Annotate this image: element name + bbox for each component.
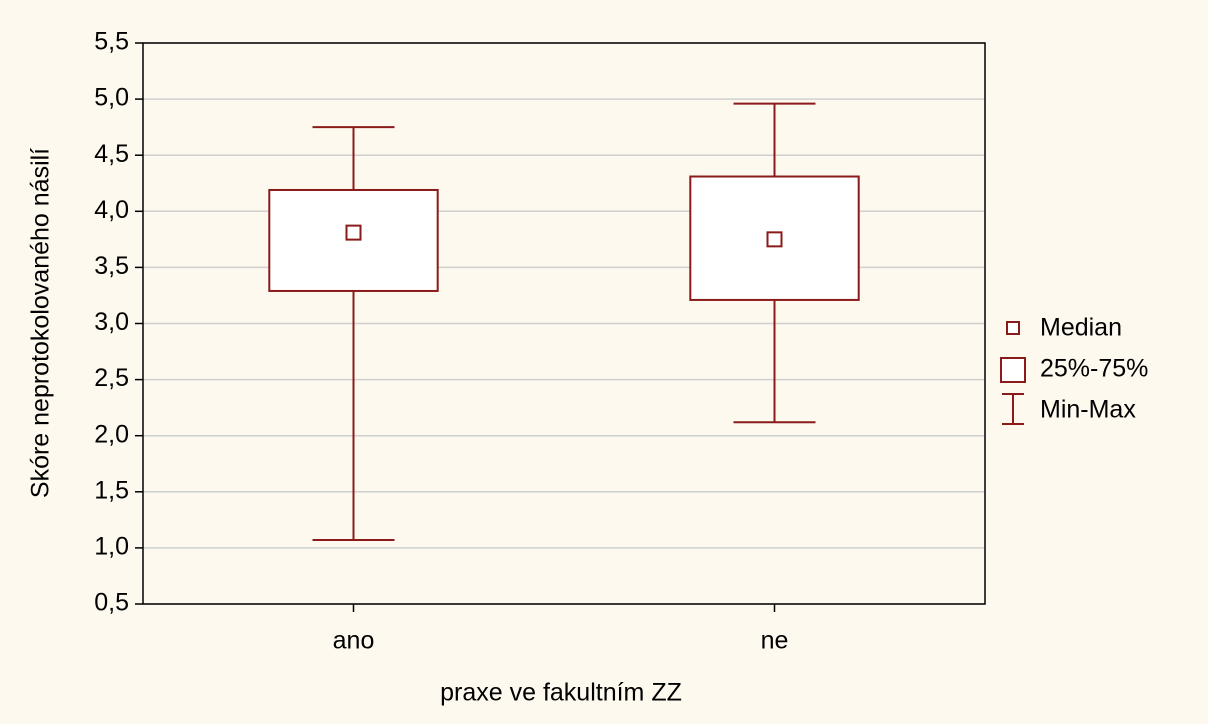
x-tick-label: ne	[761, 627, 789, 655]
plot-frame	[142, 42, 986, 605]
x-tick-label: ano	[333, 627, 375, 655]
median	[766, 231, 783, 248]
legend-label: Median	[1040, 314, 1122, 342]
y-tick-label: 3,0	[94, 308, 129, 336]
x-axis-label: praxe ve fakultním ZZ	[440, 679, 682, 707]
legend-box-icon	[1000, 357, 1026, 383]
y-tick-label: 0,5	[94, 589, 129, 617]
y-tick-label: 1,0	[94, 533, 129, 561]
legend-label: Min-Max	[1040, 396, 1136, 424]
y-tick-label: 2,5	[94, 364, 129, 392]
legend-median-icon	[1006, 321, 1020, 335]
median	[345, 224, 362, 241]
y-axis-label: Skóre neprotokolovaného násilí	[27, 148, 55, 498]
y-tick-label: 4,0	[94, 196, 129, 224]
y-tick-label: 3,5	[94, 252, 129, 280]
y-tick-label: 4,5	[94, 140, 129, 168]
y-tick-label: 2,0	[94, 420, 129, 448]
y-tick-label: 1,5	[94, 476, 129, 504]
y-tick-label: 5,0	[94, 84, 129, 112]
legend-label: 25%-75%	[1040, 355, 1148, 383]
y-tick-label: 5,5	[94, 28, 129, 56]
